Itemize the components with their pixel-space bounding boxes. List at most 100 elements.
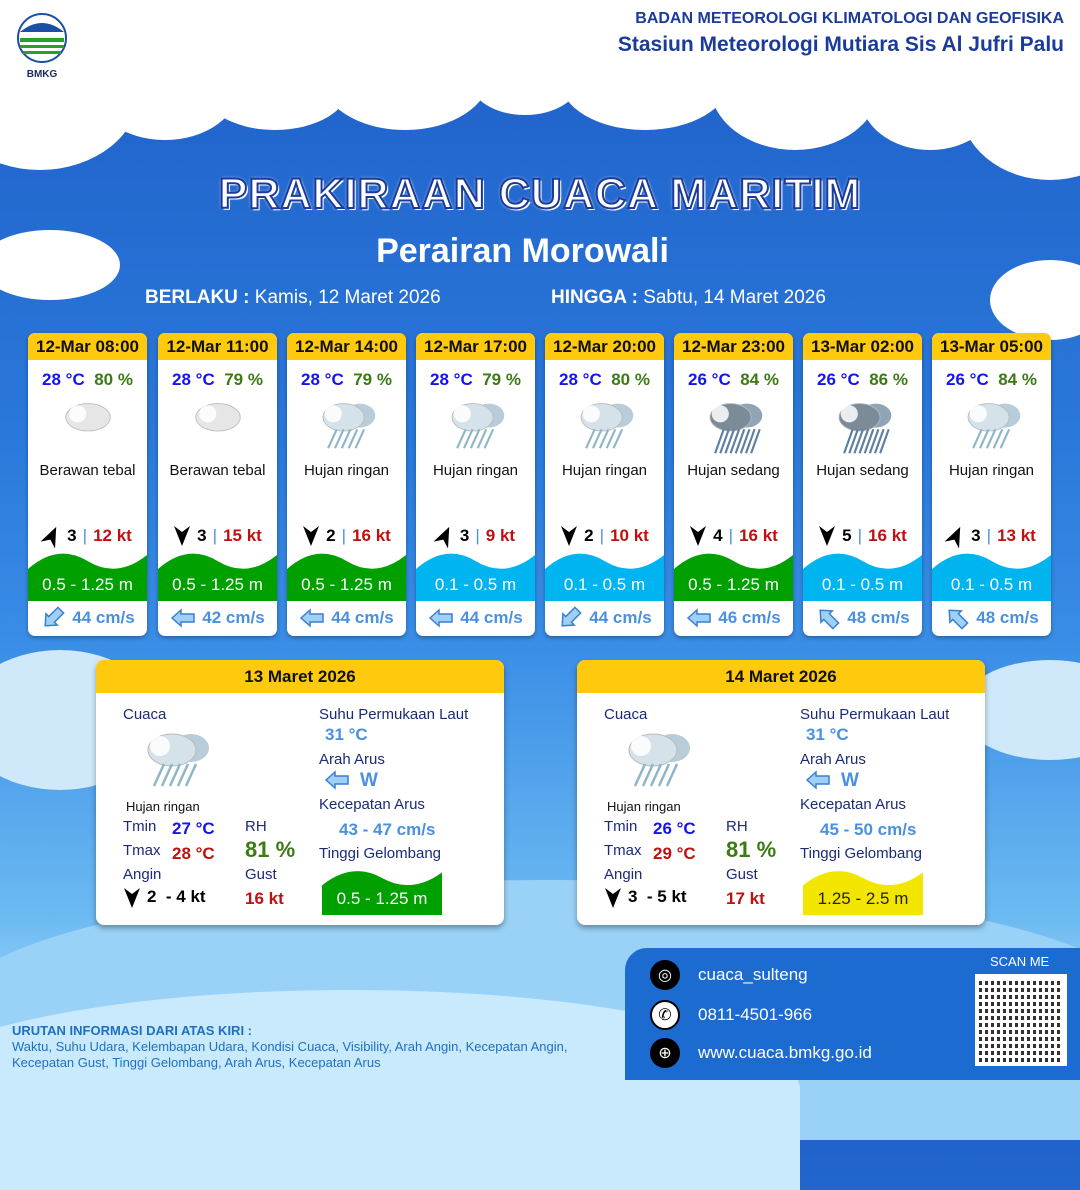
website-link[interactable]: www.cuaca.bmkg.go.id (698, 1043, 872, 1062)
weather-condition: Hujan ringan (126, 799, 200, 814)
current-speed: 44 cm/s (460, 608, 523, 627)
wind-direction-icon (40, 525, 61, 549)
humidity: 80 % (611, 370, 650, 389)
weather-condition: Hujan ringan (607, 799, 681, 814)
scan-label: SCAN ME (990, 954, 1050, 969)
light-rain-icon (617, 724, 697, 799)
separator: | (728, 526, 734, 545)
light-rain-icon (416, 390, 535, 460)
arrow-down-left-icon (40, 606, 66, 628)
wind-direction-icon (173, 525, 191, 547)
air-temperature: 26 °C (946, 370, 989, 389)
light-rain-icon (932, 390, 1051, 460)
rh-label: RH (726, 818, 748, 835)
wave-height: 0.5 - 1.25 m (172, 575, 263, 594)
air-temperature: 28 °C (172, 370, 215, 389)
wind-direction-icon (818, 525, 836, 547)
weather-label: Cuaca (123, 706, 167, 723)
cloudy-icon (158, 390, 277, 460)
wind-speed: 3 (197, 526, 207, 545)
forecast-time: 12-Mar 23:00 (674, 333, 793, 360)
phone-number[interactable]: 0811-4501-966 (698, 1005, 813, 1024)
light-rain-icon (545, 390, 664, 460)
wave-height-band: 0.1 - 0.5 m (932, 547, 1051, 601)
current-speed: 44 cm/s (331, 608, 394, 627)
page-title: PRAKIRAAN CUACA MARITIM (218, 169, 862, 219)
current-direction-label: Arah Arus (800, 751, 866, 768)
gust-speed: 15 kt (223, 526, 262, 545)
current-speed-value: 43 - 47 cm/s (339, 820, 436, 839)
daily-summary-card: 13 Maret 2026 Cuaca Hujan ringan Tmin 27… (96, 660, 504, 925)
tmax-label: Tmax (604, 842, 642, 859)
qr-code[interactable] (975, 974, 1067, 1066)
current-speed: 42 cm/s (202, 608, 265, 627)
weather-label: Cuaca (604, 706, 648, 723)
separator: | (599, 526, 605, 545)
agency-name: BADAN METEOROLOGI KLIMATOLOGI DAN GEOFIS… (635, 10, 1064, 27)
current-speed-value: 45 - 50 cm/s (820, 820, 917, 839)
arrow-left-icon (686, 608, 712, 628)
wind-direction-icon (433, 525, 454, 549)
air-temperature: 26 °C (817, 370, 860, 389)
air-temperature: 28 °C (559, 370, 602, 389)
valid-from: BERLAKU : Kamis, 12 Maret 2026 (145, 287, 441, 308)
wave-height: 1.25 - 2.5 m (817, 889, 909, 908)
forecast-card: 12-Mar 14:00 28 °C 79 % Hujan ringan 2 | 1… (287, 333, 406, 636)
gust-value: 16 kt (245, 889, 284, 908)
separator: | (341, 526, 347, 545)
daily-date: 14 Maret 2026 (577, 660, 985, 693)
separator: | (857, 526, 863, 545)
separator: | (212, 526, 218, 545)
valid-until: HINGGA : Sabtu, 14 Maret 2026 (551, 287, 826, 308)
separator: | (82, 526, 88, 545)
forecast-time: 12-Mar 11:00 (158, 333, 277, 360)
wind-speed: 4 (713, 526, 723, 545)
forecast-card: 12-Mar 23:00 26 °C 84 % Hujan sedang 4 | 1… (674, 333, 793, 636)
current-direction-label: Arah Arus (319, 751, 385, 768)
weather-condition: Hujan ringan (432, 462, 519, 479)
wind-speed: 5 (842, 526, 852, 545)
forecast-time: 13-Mar 05:00 (932, 333, 1051, 360)
arrow-up-left-icon (815, 608, 841, 630)
wind-direction-icon (302, 525, 320, 547)
forecast-card: 13-Mar 05:00 26 °C 84 % Hujan ringan 3 | 1… (932, 333, 1051, 636)
wave-height-band: 0.1 - 0.5 m (803, 547, 922, 601)
current-direction: W (360, 770, 378, 791)
tmin-label: Tmin (604, 818, 638, 835)
rh-value: 81 % (726, 837, 777, 862)
instagram-handle[interactable]: cuaca_sulteng (698, 965, 808, 984)
current-direction: W (841, 770, 859, 791)
humidity: 79 % (353, 370, 392, 389)
weather-condition: Hujan ringan (561, 462, 648, 479)
weather-condition: Hujan sedang (687, 462, 780, 479)
air-temperature: 26 °C (688, 370, 731, 389)
tmin-value: 26 °C (653, 819, 696, 838)
sst-label: Suhu Permukaan Laut (319, 706, 469, 723)
wind-speed: 3 (971, 526, 981, 545)
humidity: 84 % (740, 370, 779, 389)
air-temperature: 28 °C (42, 370, 85, 389)
humidity: 86 % (869, 370, 908, 389)
globe-icon: ⊕ (650, 1038, 680, 1068)
arrow-left-icon (805, 770, 831, 792)
arrow-up-left-icon (944, 608, 970, 630)
forecast-card: 12-Mar 08:00 28 °C 80 % Berawan tebal 3 |… (28, 333, 147, 636)
weather-condition: Berawan tebal (169, 462, 266, 479)
info-order-note: URUTAN INFORMASI DARI ATAS KIRI : Waktu,… (12, 1023, 568, 1070)
daily-date: 13 Maret 2026 (96, 660, 504, 693)
current-speed-label: Kecepatan Arus (800, 796, 906, 813)
wave-height-band: 0.5 - 1.25 m (28, 547, 147, 601)
light-rain-icon (287, 390, 406, 460)
wave-height: 0.5 - 1.25 m (336, 889, 428, 908)
current-speed: 48 cm/s (976, 608, 1039, 627)
humidity: 79 % (482, 370, 521, 389)
phone-icon: ✆ (650, 1000, 680, 1030)
air-temperature: 28 °C (430, 370, 473, 389)
humidity: 79 % (224, 370, 263, 389)
arrow-left-icon (428, 608, 454, 628)
forecast-time: 12-Mar 08:00 (28, 333, 147, 360)
arrow-left-icon (299, 608, 325, 628)
cloudy-icon (28, 390, 147, 460)
gust-speed: 10 kt (610, 526, 649, 545)
rh-value: 81 % (245, 837, 296, 862)
